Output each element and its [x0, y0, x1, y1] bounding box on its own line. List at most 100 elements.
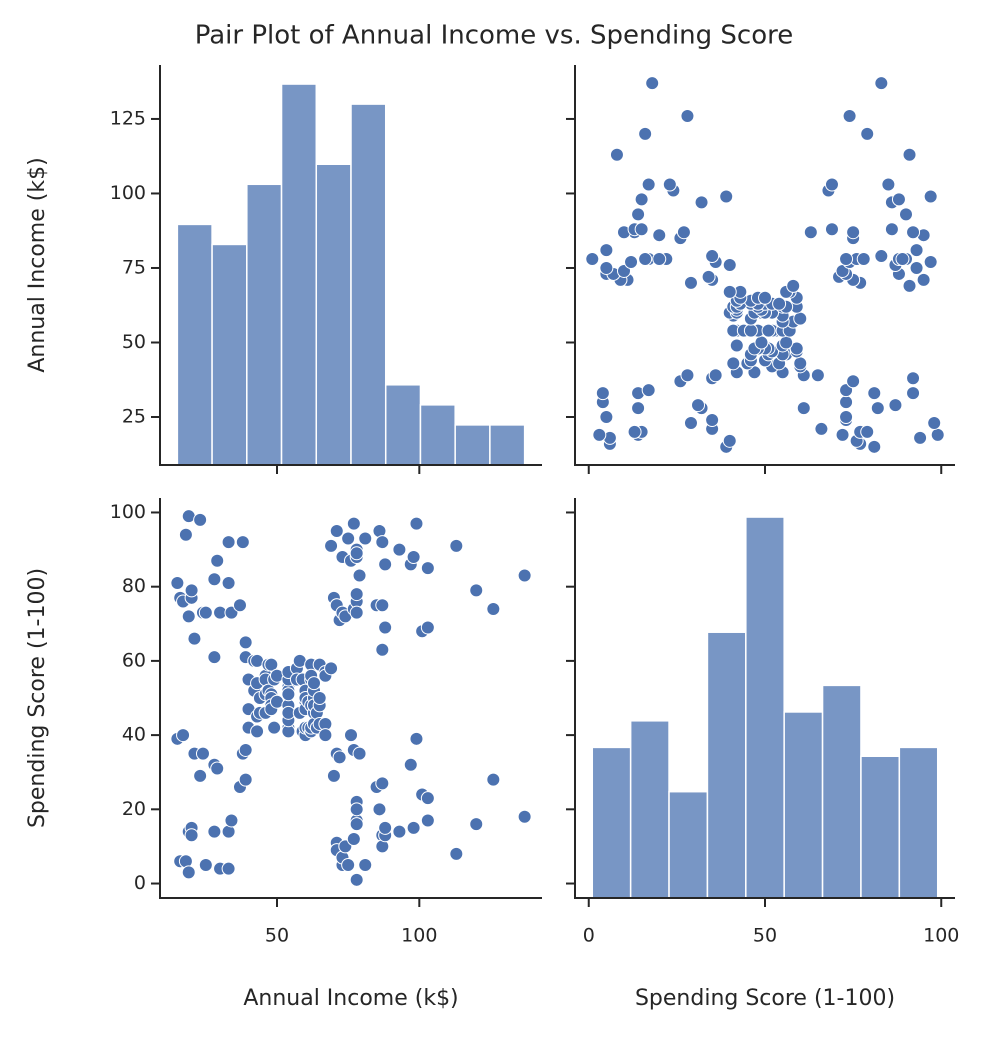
scatter-point	[599, 243, 614, 258]
scatter-point	[238, 742, 253, 757]
scatter-point	[923, 255, 938, 270]
scatter-point	[403, 757, 418, 772]
scatter-point	[930, 427, 945, 442]
scatter-point	[786, 278, 801, 293]
scatter-point	[761, 323, 776, 338]
scatter-point	[449, 538, 464, 553]
x-axis-label: Annual Income (k$)	[243, 986, 458, 1011]
scatter-point	[420, 791, 435, 806]
scatter-point	[349, 587, 364, 602]
scatter-point	[906, 225, 921, 240]
x-tick-label: 100	[401, 925, 437, 947]
scatter-point	[406, 820, 421, 835]
hist-bar	[350, 103, 387, 466]
scatter-point	[705, 412, 720, 427]
y-tick-label: 125	[110, 107, 146, 129]
scatter-point	[352, 746, 367, 761]
y-tick-label: 50	[122, 331, 146, 353]
scatter-point	[874, 76, 889, 91]
scatter-point	[916, 272, 931, 287]
scatter-point	[676, 225, 691, 240]
scatter-point	[683, 275, 698, 290]
scatter-point	[870, 401, 885, 416]
scatter-point	[708, 368, 723, 383]
scatter-point	[221, 535, 236, 550]
scatter-point	[722, 284, 737, 299]
scatter-point	[719, 189, 734, 204]
scatter-point	[722, 433, 737, 448]
scatter-point	[874, 249, 889, 264]
scatter-point	[281, 687, 296, 702]
hist-bar	[745, 516, 785, 899]
scatter-point	[210, 761, 225, 776]
scatter-point	[779, 335, 794, 350]
scatter-point	[638, 126, 653, 141]
hist-bar	[454, 424, 491, 466]
scatter-point	[609, 147, 624, 162]
scatter-point	[846, 225, 861, 240]
scatter-point	[469, 817, 484, 832]
scatter-point	[372, 802, 387, 817]
scatter-point	[409, 516, 424, 531]
scatter-point	[902, 147, 917, 162]
scatter-point	[599, 410, 614, 425]
scatter-point	[895, 252, 910, 267]
scatter-point	[235, 535, 250, 550]
y-tick-label: 60	[122, 649, 146, 671]
scatter-point	[624, 255, 639, 270]
scatter-point	[680, 368, 695, 383]
scatter-point	[835, 427, 850, 442]
scatter-point	[349, 872, 364, 887]
scatter-point	[420, 620, 435, 635]
scatter-point	[789, 341, 804, 356]
scatter-point	[392, 824, 407, 839]
scatter-point	[181, 609, 196, 624]
scatter-point	[344, 728, 358, 743]
y-tick-label: 40	[122, 724, 146, 746]
y-tick-label: 100	[110, 182, 146, 204]
scatter-point	[726, 356, 741, 371]
scatter-point	[796, 401, 811, 416]
scatter-point	[627, 424, 642, 439]
hist-bar	[384, 384, 422, 466]
scatter-point	[207, 824, 222, 839]
scatter-point	[867, 386, 882, 401]
scatter-point	[178, 527, 193, 542]
scatter-point	[803, 225, 818, 240]
scatter-point	[332, 750, 347, 765]
scatter-point	[349, 546, 364, 561]
scatter-point	[187, 631, 202, 646]
scatter-point	[250, 724, 265, 739]
scatter-point	[181, 865, 196, 880]
scatter-point	[599, 260, 614, 275]
scatter-point	[909, 243, 924, 258]
scatter-point	[406, 549, 421, 564]
scatter-point	[754, 335, 769, 350]
hist-bar	[898, 746, 939, 899]
scatter-point	[881, 177, 896, 192]
scatter-point	[694, 195, 709, 210]
x-tick-label: 50	[753, 925, 777, 947]
scatter-point	[860, 126, 875, 141]
scatter-point	[329, 524, 344, 539]
scatter-point	[772, 296, 787, 311]
scatter-point	[631, 207, 646, 222]
scatter-point	[207, 650, 222, 665]
scatter-point	[378, 557, 393, 572]
scatter-point	[729, 338, 744, 353]
scatter-point	[346, 516, 361, 531]
scatter-point	[641, 383, 656, 398]
x-axis-label: Spending Score (1-100)	[635, 986, 895, 1011]
scatter-point	[207, 572, 222, 587]
x-tick-label: 100	[923, 925, 959, 947]
scatter-point	[221, 861, 236, 876]
hist-bar	[591, 746, 632, 899]
scatter-point	[184, 828, 199, 843]
hist-bar	[419, 404, 456, 466]
scatter-point	[324, 661, 339, 676]
scatter-point	[267, 720, 282, 735]
scatter-point	[906, 386, 921, 401]
scatter-point	[743, 323, 758, 338]
x-tick-label: 0	[583, 925, 595, 947]
